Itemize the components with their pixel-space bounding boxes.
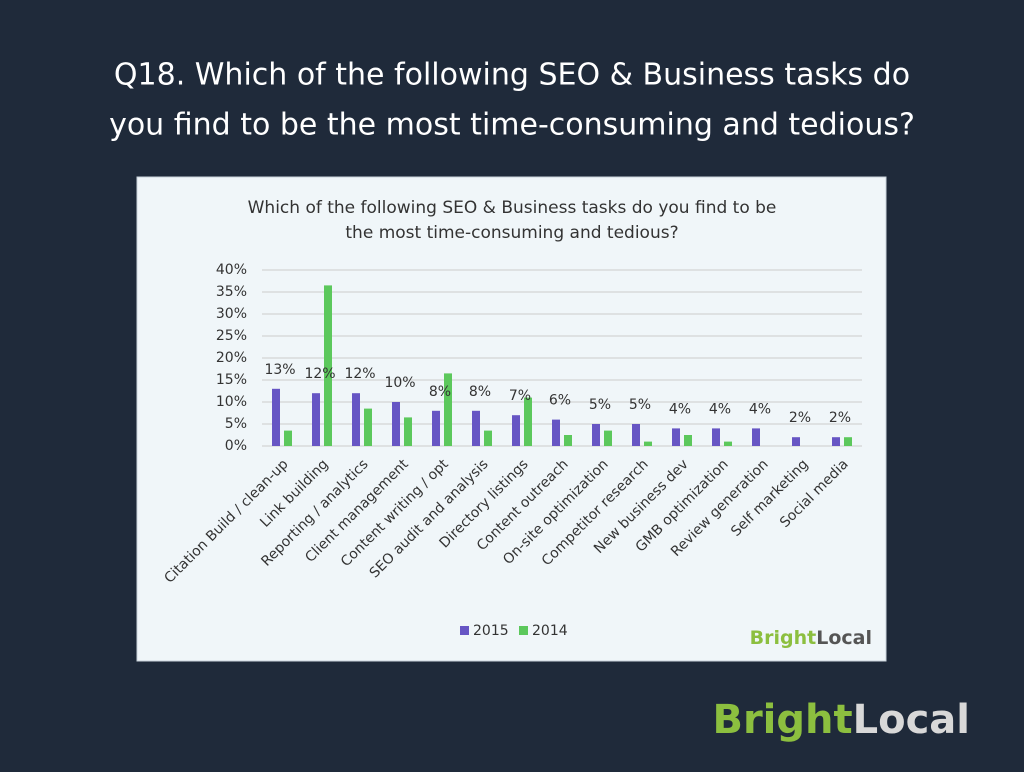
y-tick-label: 0% [225,438,247,454]
data-label: 13% [264,362,295,378]
bar [312,393,320,446]
y-tick-label: 30% [216,306,247,322]
y-tick-label: 5% [225,416,247,432]
chart-logo: BrightLocal [750,627,872,649]
bar [392,402,400,446]
y-tick-label: 35% [216,284,247,300]
slide-title: you find to be the most time-consuming a… [109,108,915,143]
bar [844,437,852,446]
bar [564,435,572,446]
slide-title: Q18. Which of the following SEO & Busine… [114,58,910,93]
bar [724,441,732,446]
bar [552,419,560,446]
data-label: 2% [789,410,811,426]
bar [524,397,532,446]
legend-label: 2014 [532,623,568,639]
chart-frame [136,176,887,662]
bar [272,388,280,446]
y-tick-label: 15% [216,372,247,388]
bar [352,393,360,446]
bar [604,430,612,446]
bar [432,410,440,446]
legend-swatch [519,626,528,635]
data-label: 4% [669,401,691,417]
y-tick-label: 10% [216,394,247,410]
data-label: 5% [589,397,611,413]
data-label: 4% [749,401,771,417]
bar [512,415,520,446]
y-tick-label: 40% [216,262,247,278]
bar [684,435,692,446]
bar [632,424,640,446]
bar [644,441,652,446]
bar [284,430,292,446]
data-label: 8% [469,384,491,400]
legend-swatch [460,626,469,635]
y-tick-label: 20% [216,350,247,366]
bar [712,428,720,446]
slide-logo: BrightLocal [712,697,970,743]
bar [484,430,492,446]
data-label: 8% [429,384,451,400]
y-tick-label: 25% [216,328,247,344]
bar [444,373,452,446]
bar [752,428,760,446]
legend-label: 2015 [473,623,509,639]
data-label: 5% [629,397,651,413]
data-label: 10% [384,375,415,391]
logo-bright: Bright [712,697,852,743]
logo-local: Local [853,697,970,743]
data-label: 12% [344,366,375,382]
chart-title: Which of the following SEO & Business ta… [248,198,777,218]
bar [364,408,372,446]
chart-title: the most time-consuming and tedious? [345,223,678,243]
logo-local: Local [816,627,872,649]
data-label: 6% [549,393,571,409]
bar [672,428,680,446]
bar [404,417,412,446]
data-label: 12% [304,366,335,382]
bar [592,424,600,446]
logo-bright: Bright [750,627,817,649]
bar [792,437,800,446]
data-label: 4% [709,401,731,417]
bar [472,410,480,446]
bar [832,437,840,446]
bar [324,285,332,446]
data-label: 7% [509,388,531,404]
data-label: 2% [829,410,851,426]
